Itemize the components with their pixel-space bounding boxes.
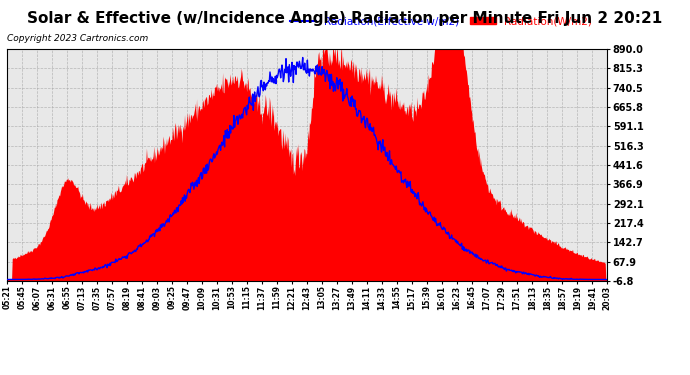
Text: Copyright 2023 Cartronics.com: Copyright 2023 Cartronics.com (7, 34, 148, 43)
Text: Solar & Effective (w/Incidence Angle) Radiation per Minute Fri Jun 2 20:21: Solar & Effective (w/Incidence Angle) Ra… (28, 11, 662, 26)
Legend: Radiation(Effective w/m2), Radiation(W/m2): Radiation(Effective w/m2), Radiation(W/m… (286, 12, 596, 30)
